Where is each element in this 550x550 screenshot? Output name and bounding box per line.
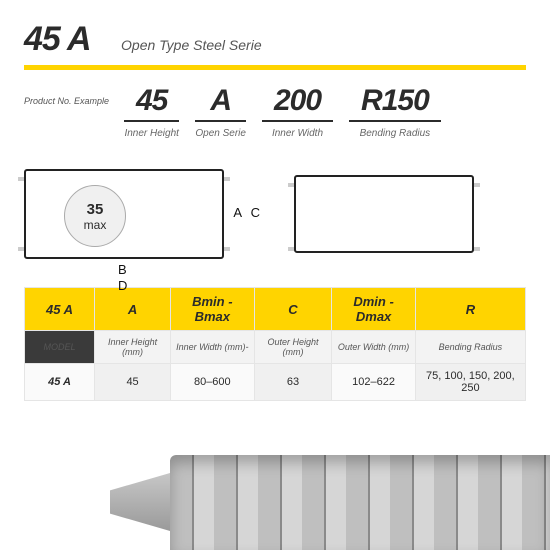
dim-b: B [118, 262, 127, 277]
col-header: A [95, 288, 171, 331]
col-subheader: Inner Width (mm)- [171, 331, 254, 364]
table-corner: 45 A [25, 288, 95, 331]
example-seg-caption: Inner Width [262, 128, 333, 139]
spec-table: 45 A A Bmin - Bmax C Dmin - Dmax R MODEL… [24, 287, 526, 401]
example-seg-value: R150 [349, 84, 441, 122]
dim-d: D [118, 278, 127, 293]
circle-max: max [84, 218, 107, 232]
col-subheader: Outer Width (mm) [332, 331, 415, 364]
dim-c: C [251, 205, 260, 220]
circle-value: 35 [87, 201, 104, 218]
product-title: 45 A [24, 20, 91, 59]
example-seg-caption: Bending Radius [349, 128, 441, 139]
product-subtitle: Open Type Steel Serie [121, 37, 262, 53]
cell: 102–622 [332, 364, 415, 401]
example-seg-caption: Open Serie [195, 128, 246, 139]
table-row: 45 A 45 80–600 63 102–622 75, 100, 150, … [25, 364, 526, 401]
example-seg-caption: Inner Height [124, 128, 179, 139]
product-number-example: Product No. Example 45 Inner Height A Op… [24, 84, 526, 139]
col-subheader: Inner Height (mm) [95, 331, 171, 364]
col-subheader: Outer Height (mm) [254, 331, 332, 364]
col-header: Bmin - Bmax [171, 288, 254, 331]
cell: 63 [254, 364, 332, 401]
col-header: Dmin - Dmax [332, 288, 415, 331]
example-seg-value: 200 [262, 84, 333, 122]
example-seg-value: 45 [124, 84, 179, 122]
example-label: Product No. Example [24, 84, 116, 106]
max-diameter-circle: 35 max [64, 185, 126, 247]
model-header: MODEL [25, 331, 95, 364]
cell: 80–600 [171, 364, 254, 401]
col-header: R [415, 288, 525, 331]
accent-divider [24, 65, 526, 70]
example-seg-value: A [195, 84, 246, 122]
cell: 75, 100, 150, 200, 250 [415, 364, 525, 401]
col-header: C [254, 288, 332, 331]
product-photo [170, 455, 550, 550]
col-subheader: Bending Radius [415, 331, 525, 364]
cell: 45 [95, 364, 171, 401]
row-model: 45 A [25, 364, 95, 401]
dim-a: A [233, 205, 242, 220]
technical-drawings: 35 max A C B D [24, 169, 526, 259]
